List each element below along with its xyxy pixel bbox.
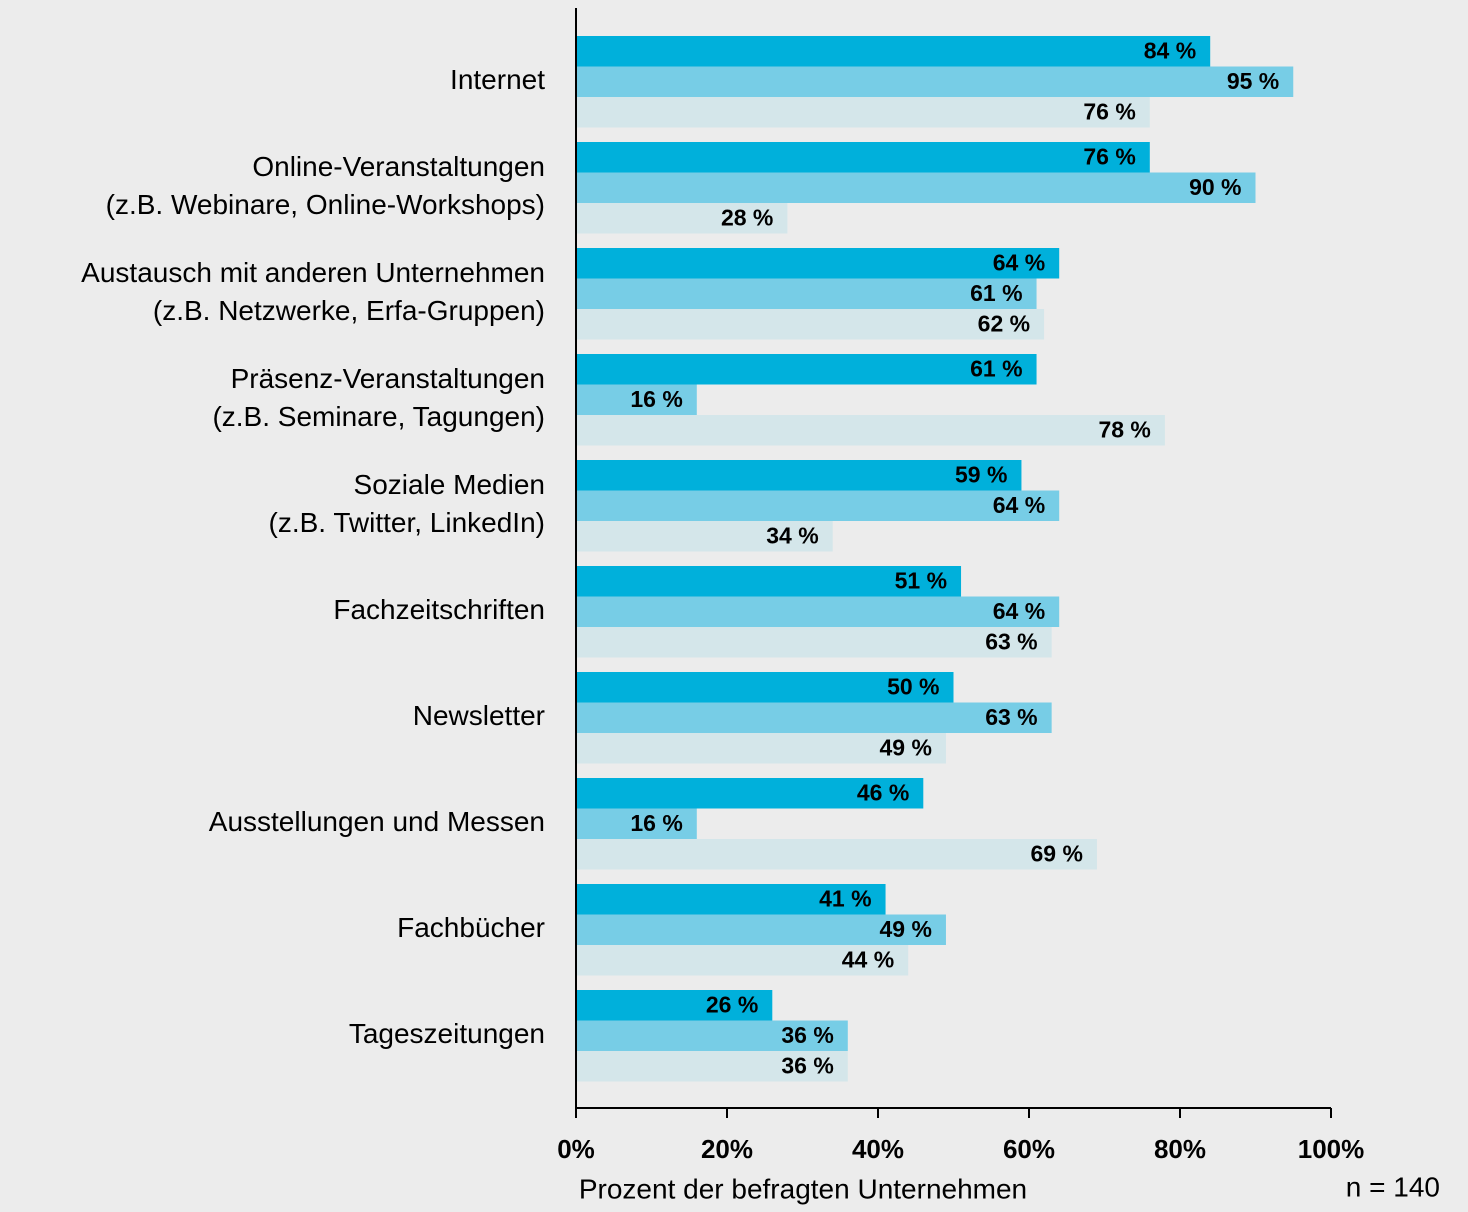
value-label: 63 % (985, 628, 1037, 654)
category-label: Ausstellungen und Messen (209, 806, 545, 837)
bar (576, 36, 1211, 67)
value-label: 46 % (857, 779, 909, 805)
bar (576, 884, 886, 915)
value-label: 28 % (721, 204, 773, 230)
bar (576, 990, 773, 1021)
category-label: Tageszeitungen (349, 1018, 545, 1049)
category-label: Newsletter (413, 700, 545, 731)
value-label: 69 % (1031, 840, 1083, 866)
value-label: 62 % (978, 310, 1030, 336)
category-label: Fachzeitschriften (333, 594, 545, 625)
bar (576, 839, 1097, 870)
note: n = 140 (1346, 1171, 1440, 1202)
value-label: 84 % (1144, 37, 1196, 63)
x-tick-label: 100% (1298, 1134, 1365, 1164)
category-label: (z.B. Netzwerke, Erfa-Gruppen) (153, 295, 545, 326)
value-label: 36 % (781, 1022, 833, 1048)
bar (576, 702, 1052, 733)
bar (576, 490, 1060, 521)
bar (576, 521, 833, 552)
value-label: 50 % (887, 673, 939, 699)
x-axis-label: Prozent der befragten Unternehmen (579, 1173, 1027, 1204)
bar (576, 1051, 848, 1082)
value-label: 26 % (706, 991, 758, 1017)
category-label: Internet (450, 64, 545, 95)
bar (576, 945, 909, 976)
value-label: 61 % (970, 280, 1022, 306)
bar (576, 384, 697, 415)
x-tick-label: 40% (852, 1134, 904, 1164)
value-label: 64 % (993, 598, 1045, 624)
category-label: (z.B. Twitter, LinkedIn) (269, 507, 546, 538)
value-label: 44 % (842, 946, 894, 972)
bar (576, 248, 1060, 279)
category-label: (z.B. Seminare, Tagungen) (212, 401, 545, 432)
bar (576, 627, 1052, 658)
x-tick-label: 60% (1003, 1134, 1055, 1164)
category-label: (z.B. Webinare, Online-Workshops) (106, 189, 545, 220)
bar (576, 66, 1294, 97)
bar (576, 566, 962, 597)
bar (576, 97, 1150, 128)
category-label: Soziale Medien (354, 469, 545, 500)
value-label: 16 % (630, 386, 682, 412)
bar (576, 203, 788, 234)
category-label: Austausch mit anderen Unternehmen (81, 257, 545, 288)
x-tick-label: 80% (1154, 1134, 1206, 1164)
x-tick-label: 20% (701, 1134, 753, 1164)
bar (576, 172, 1256, 203)
bar (576, 460, 1022, 491)
category-label: Präsenz-Veranstaltungen (231, 363, 545, 394)
bar (576, 672, 954, 703)
bar (576, 733, 946, 764)
value-label: 49 % (880, 916, 932, 942)
value-label: 78 % (1098, 416, 1150, 442)
value-label: 34 % (766, 522, 818, 548)
bar (576, 914, 946, 945)
value-label: 76 % (1083, 143, 1135, 169)
value-label: 16 % (630, 810, 682, 836)
value-label: 95 % (1227, 68, 1279, 94)
category-label: Online-Veranstaltungen (252, 151, 545, 182)
bar (576, 596, 1060, 627)
bar (576, 142, 1150, 173)
value-label: 41 % (819, 885, 871, 911)
value-label: 59 % (955, 461, 1007, 487)
category-label: Fachbücher (397, 912, 545, 943)
value-label: 64 % (993, 249, 1045, 275)
x-tick-label: 0% (557, 1134, 595, 1164)
bar (576, 309, 1045, 340)
bar (576, 278, 1037, 309)
value-label: 36 % (781, 1052, 833, 1078)
value-label: 64 % (993, 492, 1045, 518)
value-label: 51 % (895, 567, 947, 593)
bar (576, 354, 1037, 385)
value-label: 61 % (970, 355, 1022, 381)
value-label: 49 % (880, 734, 932, 760)
bar (576, 415, 1165, 446)
bar (576, 808, 697, 839)
value-label: 63 % (985, 704, 1037, 730)
value-label: 76 % (1083, 98, 1135, 124)
bar (576, 778, 924, 809)
value-label: 90 % (1189, 174, 1241, 200)
bar (576, 1020, 848, 1051)
